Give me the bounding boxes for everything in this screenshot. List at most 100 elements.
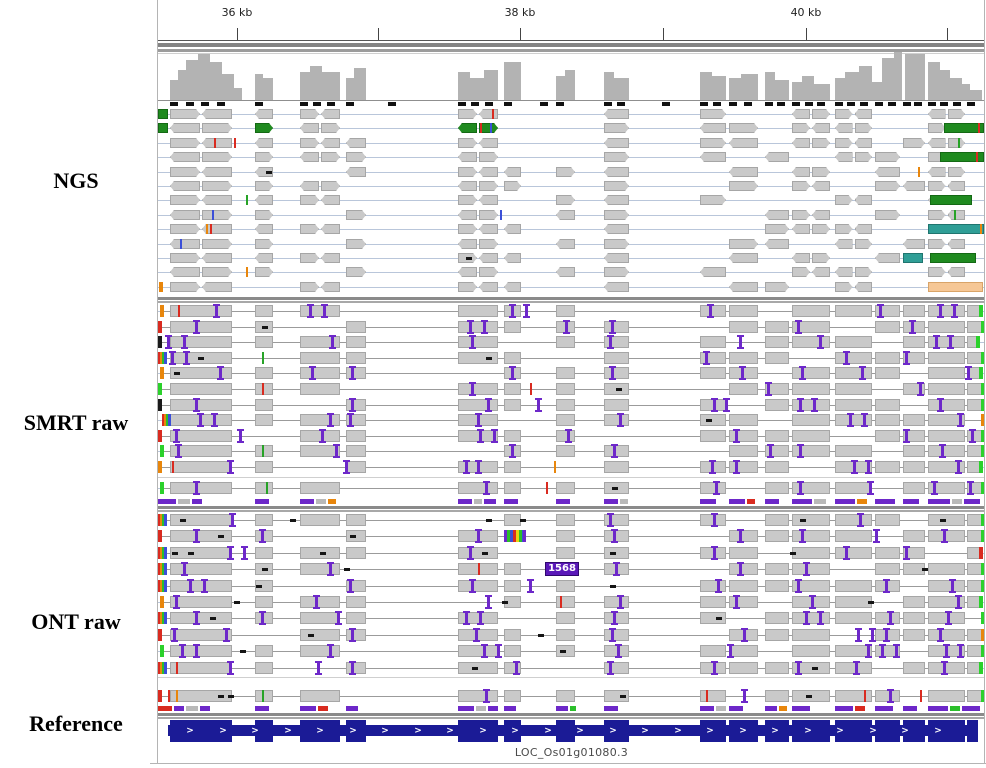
read[interactable] xyxy=(202,224,232,234)
read[interactable] xyxy=(604,109,629,119)
gene-exon[interactable] xyxy=(967,720,978,742)
gene-exon[interactable] xyxy=(928,720,965,742)
read[interactable] xyxy=(170,383,232,395)
read[interactable] xyxy=(300,195,319,205)
read[interactable] xyxy=(170,181,200,191)
read[interactable] xyxy=(792,305,830,317)
read[interactable] xyxy=(875,210,900,220)
read[interactable] xyxy=(604,399,629,411)
read[interactable] xyxy=(504,482,521,494)
read[interactable] xyxy=(158,109,168,119)
read[interactable] xyxy=(255,367,273,379)
read[interactable] xyxy=(875,352,900,364)
read[interactable] xyxy=(792,612,830,624)
read[interactable] xyxy=(346,352,366,364)
read[interactable] xyxy=(792,662,830,674)
read[interactable] xyxy=(835,109,853,119)
read[interactable] xyxy=(504,629,521,641)
read[interactable] xyxy=(812,109,830,119)
read[interactable] xyxy=(255,461,273,473)
read[interactable] xyxy=(604,152,629,162)
read[interactable] xyxy=(604,547,629,559)
read[interactable] xyxy=(948,109,966,119)
read[interactable] xyxy=(170,547,232,559)
read[interactable] xyxy=(812,138,830,148)
read[interactable] xyxy=(812,167,830,177)
gene-exon[interactable] xyxy=(255,720,273,742)
read[interactable] xyxy=(255,210,273,220)
read[interactable] xyxy=(903,547,925,559)
read[interactable] xyxy=(604,596,629,608)
read[interactable] xyxy=(930,195,972,205)
gene-exon[interactable] xyxy=(170,720,232,742)
read[interactable] xyxy=(729,253,758,263)
read[interactable] xyxy=(700,138,726,148)
read[interactable] xyxy=(875,167,900,177)
read[interactable] xyxy=(458,123,477,133)
read[interactable] xyxy=(346,267,366,277)
read[interactable] xyxy=(458,267,477,277)
read[interactable] xyxy=(556,629,575,641)
read[interactable] xyxy=(300,482,340,494)
read[interactable] xyxy=(202,253,232,263)
read[interactable] xyxy=(855,123,873,133)
read[interactable] xyxy=(928,181,946,191)
read[interactable] xyxy=(346,530,366,542)
read[interactable] xyxy=(504,167,521,177)
read[interactable] xyxy=(928,109,946,119)
read[interactable] xyxy=(903,352,925,364)
read[interactable] xyxy=(765,352,789,364)
read[interactable] xyxy=(504,383,521,395)
gene-exon[interactable] xyxy=(604,720,629,742)
read[interactable] xyxy=(458,195,477,205)
read[interactable] xyxy=(479,253,498,263)
read[interactable] xyxy=(700,123,726,133)
read[interactable] xyxy=(604,253,629,263)
read[interactable] xyxy=(170,530,232,542)
read[interactable] xyxy=(903,430,925,442)
read[interactable] xyxy=(875,514,900,526)
read[interactable] xyxy=(202,109,232,119)
read[interactable] xyxy=(255,239,273,249)
read[interactable] xyxy=(792,547,830,559)
read[interactable] xyxy=(300,445,340,457)
read[interactable] xyxy=(321,123,340,133)
read[interactable] xyxy=(729,167,758,177)
read[interactable] xyxy=(903,239,925,249)
read[interactable] xyxy=(700,109,726,119)
read[interactable] xyxy=(604,321,629,333)
read[interactable] xyxy=(903,662,925,674)
read[interactable] xyxy=(928,267,946,277)
read[interactable] xyxy=(928,414,965,426)
read[interactable] xyxy=(255,690,273,702)
read[interactable] xyxy=(940,152,984,162)
read[interactable] xyxy=(729,305,758,317)
read[interactable] xyxy=(854,195,872,205)
read[interactable] xyxy=(300,596,340,608)
read[interactable] xyxy=(854,109,872,119)
read[interactable] xyxy=(903,305,925,317)
read[interactable] xyxy=(729,321,758,333)
read[interactable] xyxy=(903,482,925,494)
read[interactable] xyxy=(255,482,273,494)
read[interactable] xyxy=(903,445,925,457)
read[interactable] xyxy=(765,461,789,473)
read[interactable] xyxy=(700,596,726,608)
read[interactable] xyxy=(202,195,232,205)
read[interactable] xyxy=(321,138,340,148)
read[interactable] xyxy=(255,167,273,177)
read[interactable] xyxy=(765,563,789,575)
read[interactable] xyxy=(556,367,575,379)
read[interactable] xyxy=(903,612,925,624)
read[interactable] xyxy=(700,414,726,426)
read[interactable] xyxy=(930,253,976,263)
read[interactable] xyxy=(700,580,726,592)
read[interactable] xyxy=(321,181,340,191)
read[interactable] xyxy=(792,430,830,442)
gene-exon[interactable] xyxy=(300,720,340,742)
read[interactable] xyxy=(170,596,232,608)
read[interactable] xyxy=(928,399,965,411)
read[interactable] xyxy=(604,414,629,426)
read[interactable] xyxy=(835,195,853,205)
read[interactable] xyxy=(700,645,726,657)
